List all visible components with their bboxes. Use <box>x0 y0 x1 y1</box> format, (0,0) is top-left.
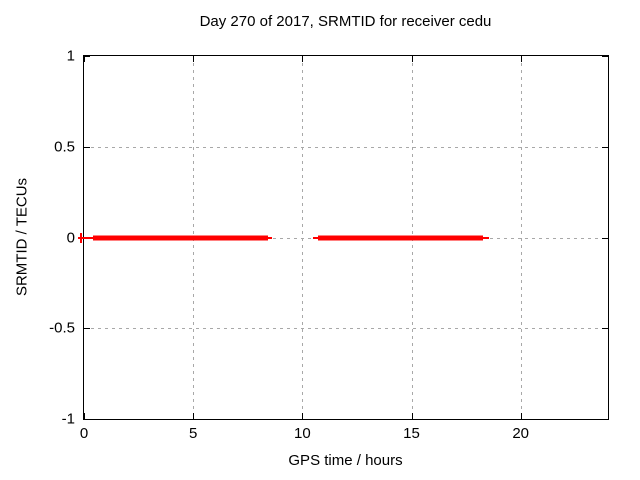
x-tick-mark <box>302 56 304 62</box>
y-gridline <box>84 328 608 330</box>
x-tick-label: 15 <box>403 425 420 442</box>
y-tick-label: 1 <box>66 47 75 65</box>
x-tick-mark <box>520 413 522 419</box>
y-tick-mark <box>84 146 90 148</box>
y-tick-mark <box>602 419 608 420</box>
y-tick-label: 0 <box>66 229 75 246</box>
x-tick-mark <box>302 413 304 419</box>
x-tick-label: 5 <box>188 425 198 442</box>
y-tick-mark <box>84 419 90 420</box>
y-tick-label: -1 <box>61 410 75 428</box>
x-tick-label: 10 <box>293 425 311 442</box>
chart-title: Day 270 of 2017, SRMTID for receiver ced… <box>199 13 492 30</box>
y-gridline <box>84 146 608 148</box>
x-tick-mark <box>520 56 522 62</box>
y-tick-mark <box>84 56 90 57</box>
data-segment <box>92 235 268 240</box>
y-tick-mark <box>602 56 608 57</box>
data-segment <box>317 235 484 240</box>
x-tick-mark <box>411 413 413 419</box>
y-tick-mark <box>602 237 608 239</box>
x-tick-label: 0 <box>79 425 89 442</box>
y-tick-label: -0.5 <box>49 319 75 337</box>
x-tick-label: 20 <box>512 425 529 442</box>
y-tick-label: 0.5 <box>54 138 75 156</box>
x-tick-mark <box>411 56 413 62</box>
x-tick-mark <box>193 413 195 419</box>
y-axis-label: SRMTID / TECUs <box>13 177 31 297</box>
x-tick-mark <box>193 56 195 62</box>
y-tick-mark <box>84 328 90 330</box>
data-segment-cap <box>79 232 82 243</box>
x-tick-mark <box>84 56 85 62</box>
y-tick-mark <box>602 328 608 330</box>
x-tick-mark <box>84 413 85 419</box>
y-tick-mark <box>602 146 608 148</box>
x-axis-label: GPS time / hours <box>288 452 403 469</box>
plot-area: 0 5 10 15 20 -1 -0.5 0 0.5 1 <box>49 48 609 442</box>
